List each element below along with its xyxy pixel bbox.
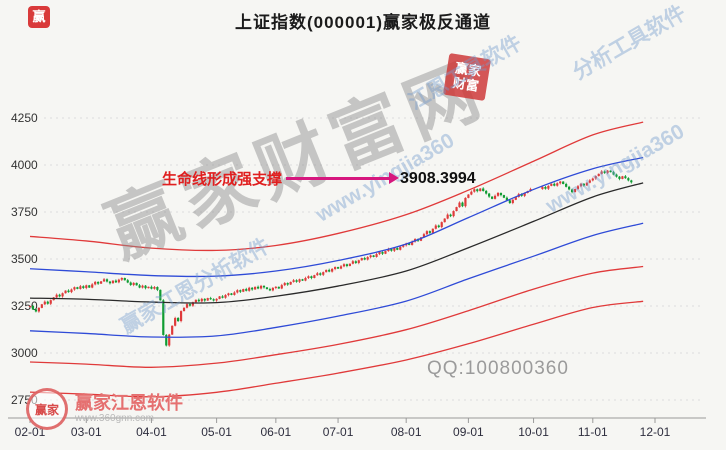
svg-text:10-01: 10-01 <box>518 425 549 439</box>
page-title: 上证指数(000001)赢家极反通道 <box>234 13 492 32</box>
upper-outer-red <box>29 121 644 252</box>
svg-text:06-01: 06-01 <box>261 425 292 439</box>
svg-text:3000: 3000 <box>11 346 38 360</box>
svg-text:11-01: 11-01 <box>578 425 608 439</box>
vendor-logo: 赢家 赢家江恩软件 www.360gnn.com <box>26 388 183 430</box>
svg-text:09-01: 09-01 <box>453 425 484 439</box>
svg-text:04-01: 04-01 <box>136 425 167 439</box>
vendor-logo-url: www.360gnn.com <box>75 412 154 424</box>
svg-text:03-01: 03-01 <box>71 425 102 439</box>
vendor-logo-name: 赢家江恩软件 <box>75 392 183 413</box>
upper-rail-blue <box>29 156 644 278</box>
svg-text:3250: 3250 <box>11 299 38 313</box>
svg-text:05-01: 05-01 <box>201 425 232 439</box>
svg-text:02-01: 02-01 <box>15 425 46 439</box>
bottom-outer-red <box>29 300 644 398</box>
vendor-logo-seal-icon: 赢家 <box>26 388 68 430</box>
channel-lines <box>29 121 644 398</box>
svg-text:4250: 4250 <box>11 111 38 125</box>
watermark-qq: QQ:100800360 <box>427 358 569 379</box>
annotation: 生命线形成强支撑 3908.3994 <box>162 168 476 189</box>
life-line-black <box>29 182 644 304</box>
lower-rail-blue <box>29 222 644 338</box>
candlestick-series <box>28 169 633 347</box>
corner-badge-icon[interactable]: 赢 <box>28 6 50 28</box>
x-axis: 02-01 03-01 04-01 05-01 06-01 07-01 08-01 09-01… <box>8 417 706 439</box>
svg-text:3750: 3750 <box>11 205 38 219</box>
lower-outer-red <box>29 265 644 368</box>
annotation-support-text: 生命线形成强支撑 <box>162 171 283 188</box>
annotation-arrow-icon <box>286 172 400 184</box>
svg-text:08-01: 08-01 <box>391 425 422 439</box>
svg-text:3500: 3500 <box>11 252 38 266</box>
svg-text:12-01: 12-01 <box>640 425 671 439</box>
annotation-price-label: 3908.3994 <box>400 169 476 187</box>
svg-text:07-01: 07-01 <box>323 425 354 439</box>
svg-text:4000: 4000 <box>11 158 38 172</box>
